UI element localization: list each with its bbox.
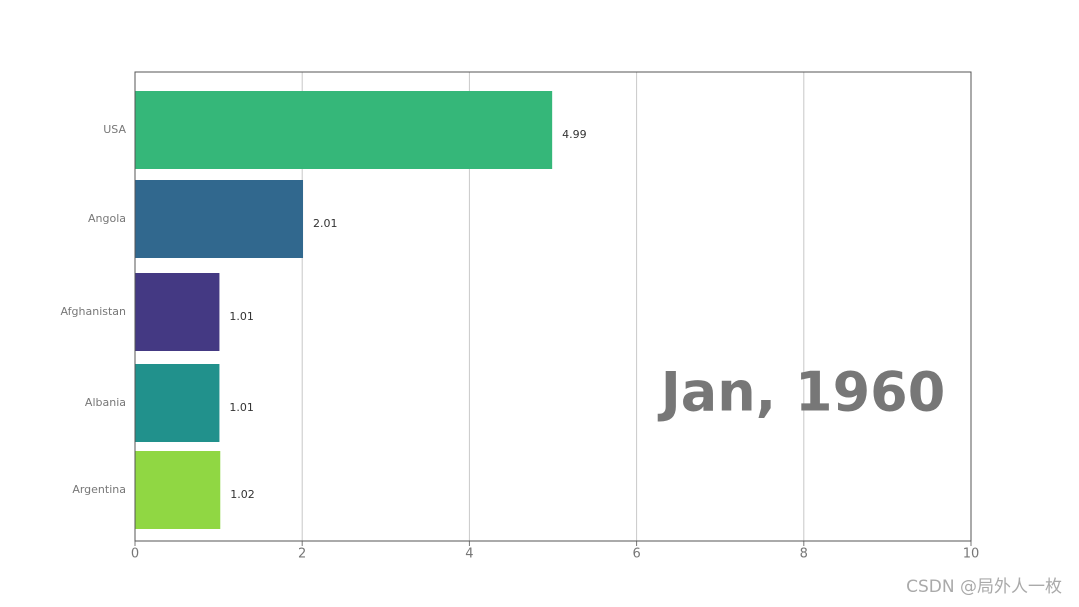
x-tick-label: 2 <box>298 547 306 562</box>
bar <box>135 451 221 529</box>
y-tick-label: USA <box>103 123 126 136</box>
y-tick-label: Angola <box>88 212 126 225</box>
value-label: 1.02 <box>230 488 255 501</box>
bar <box>135 180 304 258</box>
value-label: 2.01 <box>313 217 338 230</box>
y-tick-label: Albania <box>85 396 126 409</box>
bar <box>135 273 220 351</box>
plot-frame <box>134 71 972 542</box>
bar <box>135 364 220 442</box>
y-tick-label: Afghanistan <box>61 305 127 318</box>
x-tick-label: 0 <box>131 547 139 562</box>
value-label: 4.99 <box>562 128 587 141</box>
date-annotation: Jan, 1960 <box>657 361 946 424</box>
value-label: 1.01 <box>229 310 254 323</box>
x-tick-label: 4 <box>465 547 473 562</box>
x-tick-label: 6 <box>632 547 640 562</box>
bar <box>135 91 553 169</box>
watermark: CSDN @局外人一枚 <box>906 577 1062 597</box>
x-tick-label: 8 <box>800 547 808 562</box>
value-label: 1.01 <box>229 401 254 414</box>
x-tick-label: 10 <box>963 547 980 562</box>
y-tick-label: Argentina <box>72 483 126 496</box>
